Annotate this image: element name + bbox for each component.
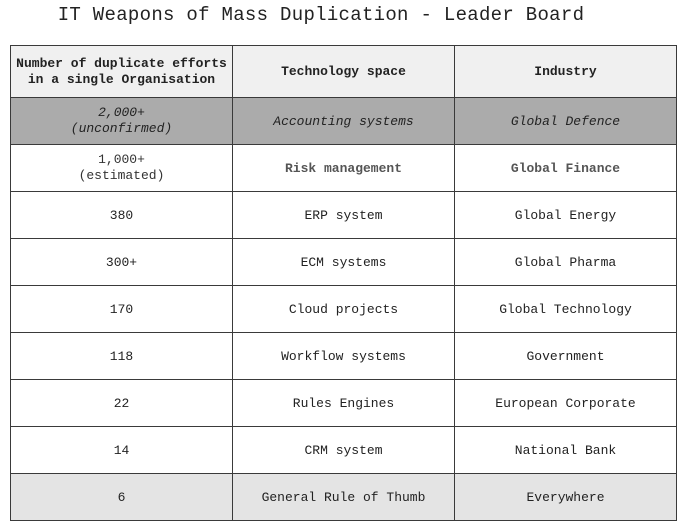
header-duplicate-efforts-line1: Number of duplicate efforts (16, 55, 227, 71)
page-title: IT Weapons of Mass Duplication - Leader … (57, 4, 585, 26)
count-cell: 380 (10, 191, 233, 239)
count-cell: 300+ (10, 238, 233, 286)
count-value: 1,000+ (98, 152, 145, 167)
table-row: 1,000+ (estimated) Risk management Globa… (10, 144, 677, 192)
count-value: 2,000+ (98, 105, 145, 120)
industry-cell: Global Technology (454, 285, 677, 333)
technology-cell: ECM systems (232, 238, 455, 286)
table-row: 118 Workflow systems Government (10, 332, 677, 380)
table-row: 14 CRM system National Bank (10, 426, 677, 474)
count-cell: 22 (10, 379, 233, 427)
technology-cell: Risk management (232, 144, 455, 192)
table-row: 22 Rules Engines European Corporate (10, 379, 677, 427)
technology-cell: Rules Engines (232, 379, 455, 427)
header-industry: Industry (454, 45, 677, 98)
technology-cell: CRM system (232, 426, 455, 474)
leader-board-table: Number of duplicate efforts in a single … (10, 45, 677, 521)
technology-cell: Cloud projects (232, 285, 455, 333)
header-duplicate-efforts-line2: in a single Organisation (27, 71, 216, 87)
industry-cell: European Corporate (454, 379, 677, 427)
industry-cell: Government (454, 332, 677, 380)
count-cell: 1,000+ (estimated) (10, 144, 233, 192)
count-cell: 170 (10, 285, 233, 333)
table-row: 6 General Rule of Thumb Everywhere (10, 473, 677, 521)
industry-cell: National Bank (454, 426, 677, 474)
industry-cell: Global Energy (454, 191, 677, 239)
count-cell: 118 (10, 332, 233, 380)
industry-cell: Global Pharma (454, 238, 677, 286)
table-row: 380 ERP system Global Energy (10, 191, 677, 239)
header-technology-space: Technology space (232, 45, 455, 98)
industry-cell: Global Defence (454, 97, 677, 145)
technology-cell: Accounting systems (232, 97, 455, 145)
table-header-row: Number of duplicate efforts in a single … (10, 45, 677, 98)
count-note: (unconfirmed) (70, 121, 173, 136)
count-cell: 14 (10, 426, 233, 474)
table-row: 2,000+ (unconfirmed) Accounting systems … (10, 97, 677, 145)
count-cell: 2,000+ (unconfirmed) (10, 97, 233, 145)
technology-cell: ERP system (232, 191, 455, 239)
table-row: 170 Cloud projects Global Technology (10, 285, 677, 333)
industry-cell: Everywhere (454, 473, 677, 521)
technology-cell: Workflow systems (232, 332, 455, 380)
table-row: 300+ ECM systems Global Pharma (10, 238, 677, 286)
count-cell: 6 (10, 473, 233, 521)
industry-cell: Global Finance (454, 144, 677, 192)
count-note: (estimated) (78, 168, 165, 183)
technology-cell: General Rule of Thumb (232, 473, 455, 521)
header-duplicate-efforts: Number of duplicate efforts in a single … (10, 45, 233, 98)
